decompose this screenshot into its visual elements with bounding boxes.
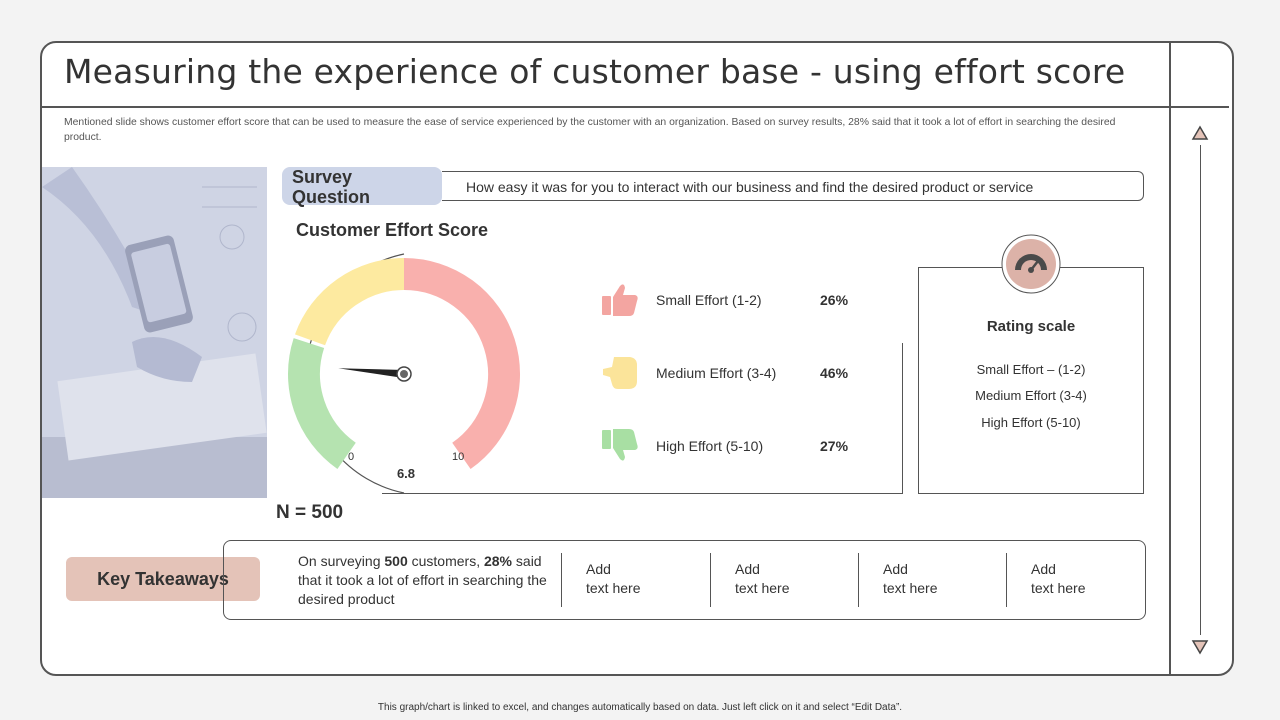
add-line2: text here (735, 580, 790, 596)
gauge-max-label: 10 (452, 451, 464, 463)
key-takeaways-button[interactable]: Key Takeaways (66, 557, 260, 601)
add-line2: text here (1031, 580, 1086, 596)
scroll-down-arrow-icon[interactable] (1191, 639, 1209, 655)
gauge-needle (338, 368, 405, 378)
effort-gauge: 0 10 6.8 (288, 253, 520, 494)
kt-divider (710, 553, 711, 607)
kt-divider (858, 553, 859, 607)
add-text-placeholder-1[interactable]: Add text here (586, 560, 640, 598)
gauge-mid-segment (294, 258, 405, 346)
kt-rest: said that it took a lot of effort in sea… (298, 553, 547, 607)
add-line1: Add (735, 561, 760, 577)
effort-frame (382, 343, 903, 494)
effort-row-small: Small Effort (1-2) 26% (600, 280, 848, 320)
office-photo (42, 167, 267, 498)
add-line1: Add (586, 561, 611, 577)
kt-divider (561, 553, 562, 607)
effort-medium-label: Medium Effort (3-4) (656, 365, 777, 381)
gauge-value-label: 6.8 (397, 466, 415, 481)
effort-high-pct: 27% (820, 438, 849, 454)
page-subtitle: Mentioned slide shows customer effort sc… (64, 117, 1116, 143)
survey-label-line1: Survey (292, 167, 353, 187)
scroll-up-arrow-icon[interactable] (1191, 125, 1209, 141)
kt-pct: 28% (483, 553, 513, 569)
effort-row-high: High Effort (5-10) 27% (600, 426, 848, 466)
speedometer-icon (1001, 234, 1061, 294)
gauge-title: Customer Effort Score (296, 220, 489, 240)
rating-item-medium: Medium Effort (3-4) (975, 388, 1087, 403)
kt-num: 500 (384, 553, 408, 569)
key-takeaway-main: On surveying 500 customers, 28% said tha… (298, 552, 548, 609)
add-line2: text here (586, 580, 641, 596)
add-line1: Add (1031, 561, 1056, 577)
add-line1: Add (883, 561, 908, 577)
kt-mid: customers, (407, 553, 484, 569)
key-takeaways-box (223, 540, 1146, 620)
rating-scale-box (918, 267, 1144, 494)
hand-icon (603, 357, 637, 389)
effort-small-label: Small Effort (1-2) (656, 292, 762, 308)
add-text-placeholder-4[interactable]: Add text here (1031, 560, 1085, 598)
title-divider-right (1171, 106, 1229, 108)
sample-size-label: N = 500 (276, 502, 344, 523)
add-line2: text here (883, 580, 938, 596)
gauge-high-segment (403, 258, 520, 469)
rating-item-high: High Effort (5-10) (981, 415, 1081, 430)
gauge-hub-center (400, 370, 408, 378)
effort-small-pct: 26% (820, 292, 849, 308)
survey-question-text: How easy it was for you to interact with… (442, 171, 1144, 201)
add-text-placeholder-3[interactable]: Add text here (883, 560, 937, 598)
page-title: Measuring the experience of customer bas… (64, 52, 1126, 91)
add-text-placeholder-2[interactable]: Add text here (735, 560, 789, 598)
kt-divider (1006, 553, 1007, 607)
survey-label-line2: Question (292, 187, 371, 207)
footnote: This graph/chart is linked to excel, and… (377, 702, 903, 713)
survey-question-label: Survey Question (282, 167, 442, 207)
effort-high-label: High Effort (5-10) (656, 438, 764, 454)
title-divider (42, 106, 1169, 108)
rating-item-small: Small Effort – (1-2) (976, 362, 1086, 377)
right-panel-divider (1169, 41, 1171, 674)
scroll-track[interactable] (1200, 145, 1201, 635)
thumbs-down-icon (602, 429, 638, 461)
gauge-min-label: 0 (348, 451, 354, 463)
effort-medium-pct: 46% (820, 365, 849, 381)
effort-row-medium: Medium Effort (3-4) 46% (600, 353, 848, 393)
kt-prefix: On surveying (298, 553, 385, 569)
gauge-low-segment (288, 338, 357, 469)
thumbs-up-icon (602, 284, 638, 316)
rating-scale-title: Rating scale (986, 318, 1076, 335)
